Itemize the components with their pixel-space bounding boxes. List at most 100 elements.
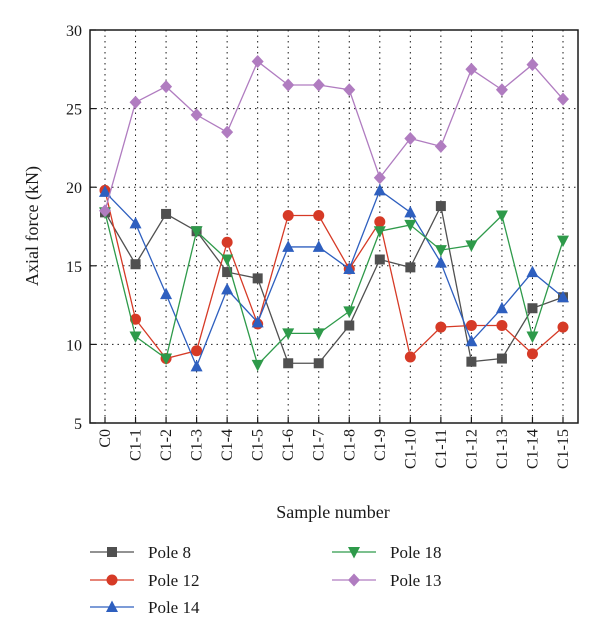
legend-item-pole-13: Pole 13 (332, 571, 441, 590)
y-tick-label: 5 (74, 416, 82, 433)
data-point-pole-12 (526, 348, 538, 360)
x-tick-label: C1-5 (250, 429, 267, 461)
data-point-pole-13 (434, 139, 447, 153)
data-point-pole-8 (313, 358, 324, 369)
data-point-pole-13 (282, 78, 295, 92)
data-point-pole-12 (374, 216, 386, 228)
data-point-pole-18 (465, 240, 478, 252)
series-line-pole-12 (104, 190, 564, 360)
y-tick-label: 30 (66, 23, 82, 40)
data-point-pole-14 (99, 185, 111, 197)
data-point-pole-18 (160, 353, 173, 366)
x-tick-label: C1-1 (128, 429, 145, 461)
x-tick-label: C1-4 (219, 429, 236, 461)
data-point-pole-8 (405, 262, 416, 273)
data-point-pole-8 (466, 356, 477, 367)
data-point-pole-13 (557, 92, 569, 106)
series-line-pole-8 (104, 204, 564, 364)
data-point-pole-18 (404, 219, 417, 232)
data-point-pole-13 (251, 54, 264, 68)
y-tick-label: 15 (66, 259, 82, 276)
data-point-pole-12 (557, 321, 569, 333)
data-point-pole-14 (465, 334, 478, 347)
data-point-pole-14 (557, 290, 569, 303)
data-point-pole-18 (343, 306, 356, 318)
data-point-pole-14 (129, 216, 142, 229)
y-tick-label: 25 (66, 102, 82, 119)
data-point-pole-14 (251, 315, 264, 328)
data-point-pole-13 (99, 204, 111, 218)
data-point-pole-18 (495, 210, 508, 222)
series-pole-13 (99, 54, 569, 218)
x-tick-label: C1-3 (189, 429, 206, 461)
data-point-pole-12 (282, 209, 294, 221)
data-point-pole-8 (252, 273, 263, 284)
data-point-pole-18 (373, 226, 386, 238)
x-tick-label: C1-10 (402, 429, 419, 469)
x-tick-label: C0 (97, 429, 114, 448)
data-point-pole-18 (312, 328, 325, 340)
data-point-pole-18 (221, 254, 234, 267)
data-point-pole-14 (526, 265, 539, 278)
legend-item-pole-14: Pole 14 (90, 598, 200, 617)
data-point-pole-14 (343, 262, 356, 274)
data-point-pole-13 (129, 95, 142, 109)
data-point-pole-14 (282, 240, 295, 252)
series-pole-14 (99, 183, 569, 372)
legend-item-pole-12: Pole 12 (90, 571, 199, 590)
data-point-pole-13 (526, 58, 539, 72)
axis-ticks (90, 29, 564, 424)
x-tick-label: C1-15 (555, 429, 572, 469)
x-axis-title: Sample number (276, 502, 389, 522)
data-point-pole-8 (283, 358, 294, 369)
legend-item-pole-8: Pole 8 (90, 543, 191, 562)
legend-item-pole-18: Pole 18 (332, 543, 441, 562)
x-tick-label: C1-12 (463, 429, 480, 469)
data-point-pole-14 (404, 205, 417, 218)
data-point-pole-14 (221, 282, 234, 295)
data-point-pole-14 (495, 301, 508, 314)
data-point-pole-14 (160, 287, 173, 300)
data-point-pole-8 (130, 259, 141, 270)
legend-marker (348, 573, 360, 587)
data-point-pole-14 (434, 256, 447, 268)
data-point-pole-13 (495, 83, 508, 97)
x-tick-label: C1-14 (524, 429, 541, 469)
y-tick-label: 20 (66, 180, 82, 197)
data-point-pole-18 (557, 235, 569, 248)
legend-label: Pole 8 (148, 543, 191, 562)
legend-marker (106, 574, 118, 586)
x-tick-label: C1-7 (311, 429, 328, 461)
legend-marker (348, 547, 360, 559)
data-point-pole-18 (190, 226, 203, 238)
data-point-pole-8 (374, 254, 385, 265)
data-point-pole-12 (435, 321, 447, 333)
data-point-pole-8 (496, 353, 507, 364)
data-point-pole-14 (312, 240, 325, 252)
data-point-pole-12 (496, 320, 508, 332)
data-point-pole-18 (434, 245, 447, 257)
legend-label: Pole 13 (390, 571, 441, 590)
series-line-pole-18 (104, 212, 564, 367)
data-point-pole-13 (312, 78, 325, 92)
data-point-pole-12 (313, 209, 325, 221)
data-point-pole-8 (344, 320, 355, 331)
data-point-pole-12 (221, 236, 233, 248)
data-point-pole-13 (373, 171, 386, 185)
data-point-pole-12 (404, 351, 416, 363)
legend-label: Pole 18 (390, 543, 441, 562)
x-tick-label: C1-6 (280, 429, 297, 461)
data-point-pole-13 (343, 83, 356, 97)
x-tick-label: C1-13 (494, 429, 511, 469)
data-point-pole-8 (435, 201, 446, 212)
data-point-pole-18 (251, 359, 264, 372)
legend-marker (106, 600, 118, 612)
data-point-pole-13 (404, 131, 417, 145)
data-point-pole-18 (129, 331, 142, 344)
data-point-pole-13 (160, 80, 173, 94)
legend-label: Pole 12 (148, 571, 199, 590)
x-tick-labels: C0 C1-1 C1-2 C1-3 C1-4 C1-5 C1-6 C1-7 C1-8 C1-9 C1… (97, 429, 572, 469)
series-layer (99, 54, 569, 372)
x-tick-label: C1-9 (372, 429, 389, 461)
series-line-pole-13 (104, 60, 564, 211)
